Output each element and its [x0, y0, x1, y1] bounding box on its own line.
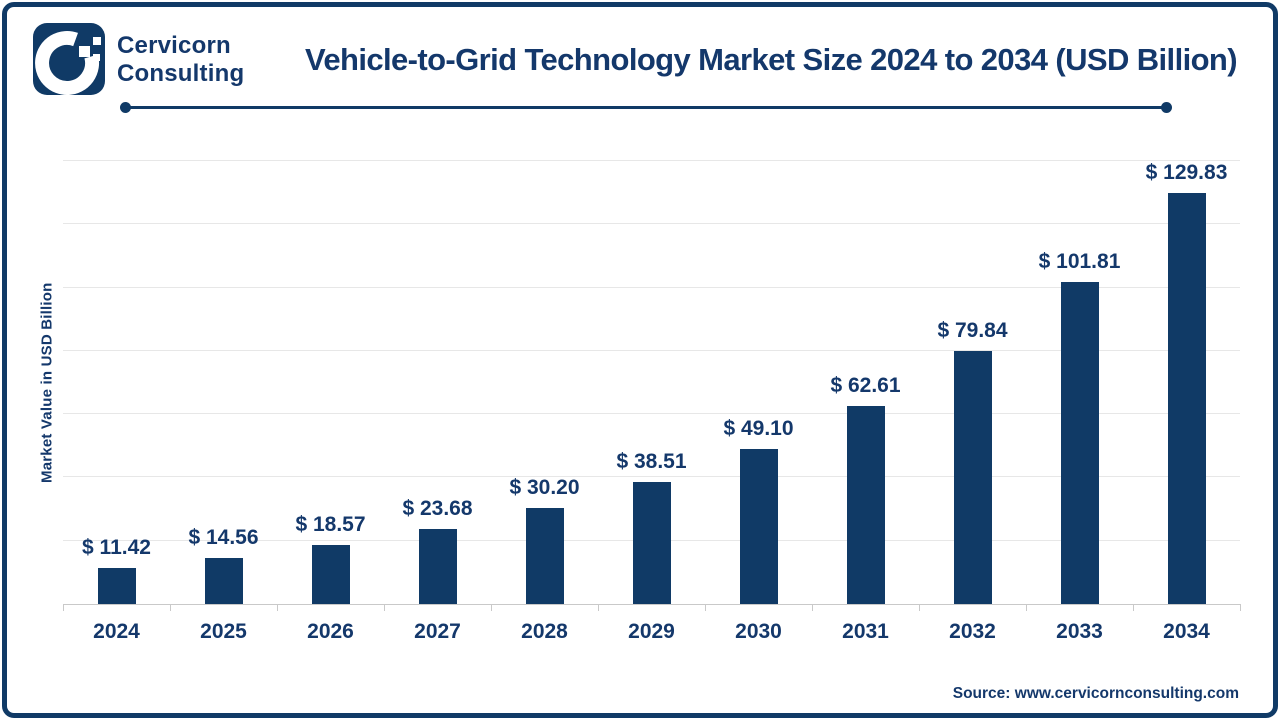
bar-value-2026: $ 18.57: [295, 513, 366, 537]
x-tick-label-2029: 2029: [628, 620, 675, 643]
x-tick-label-2034: 2034: [1163, 620, 1210, 643]
brand-line2: Consulting: [117, 60, 245, 87]
gridline-140: [63, 160, 1240, 161]
x-tick-label-2032: 2032: [949, 620, 996, 643]
bar-value-2030: $ 49.10: [723, 416, 794, 440]
title-underline: [120, 102, 1172, 113]
axis-tick: [1026, 604, 1027, 611]
bar-2029: [632, 482, 671, 604]
axis-tick: [170, 604, 171, 611]
bar-2034: [1167, 193, 1206, 604]
axis-tick: [812, 604, 813, 611]
x-tick-label-2026: 2026: [307, 620, 354, 643]
x-tick-label-2027: 2027: [414, 620, 461, 643]
x-tick-label-2031: 2031: [842, 620, 889, 643]
x-axis-line: [63, 604, 1240, 605]
axis-tick: [384, 604, 385, 611]
rule-dot-right-icon: [1161, 102, 1172, 113]
axis-tick: [1240, 604, 1241, 611]
bar-value-2031: $ 62.61: [830, 373, 901, 397]
bar-value-2034: $ 129.83: [1145, 161, 1228, 185]
x-tick-label-2024: 2024: [93, 620, 140, 643]
bar-value-2028: $ 30.20: [509, 476, 580, 500]
bar-value-2024: $ 11.42: [82, 535, 151, 559]
page-title: Vehicle-to-Grid Technology Market Size 2…: [305, 42, 1238, 77]
axis-tick: [491, 604, 492, 611]
source-text: Source: www.cervicornconsulting.com: [952, 685, 1239, 702]
bar-value-2029: $ 38.51: [616, 450, 687, 474]
bar-2026: [311, 545, 350, 604]
y-axis-title: Market Value in USD Billion: [38, 282, 56, 483]
axis-tick: [63, 604, 64, 611]
x-tick-label-2033: 2033: [1056, 620, 1103, 643]
axis-tick: [919, 604, 920, 611]
bar-value-2027: $ 23.68: [402, 497, 473, 521]
axis-tick: [1133, 604, 1134, 611]
rule-dot-left-icon: [120, 102, 131, 113]
brand-line1: Cervicorn: [117, 32, 231, 59]
x-tick-label-2025: 2025: [200, 620, 247, 643]
gridline-60: [63, 413, 1240, 415]
axis-tick: [277, 604, 278, 611]
plot-area: $ 11.42 2024 $ 14.56 2025 $ 18.57 2026 $ 23.68…: [63, 160, 1241, 643]
x-tick-label-2028: 2028: [521, 620, 568, 643]
bar-2024: [97, 567, 136, 604]
logo-c-glyph: [35, 31, 101, 95]
bar-2027: [418, 529, 457, 604]
gridline-40: [63, 476, 1240, 478]
bar-2025: [204, 557, 243, 604]
bar-2028: [525, 508, 564, 604]
cervicorn-logo-icon: [33, 23, 105, 95]
axis-tick: [705, 604, 706, 611]
bar-value-2025: $ 14.56: [188, 525, 259, 549]
bar-2032: [953, 351, 992, 604]
x-tick-label-2030: 2030: [735, 620, 782, 643]
axis-tick: [598, 604, 599, 611]
bar-2033: [1060, 281, 1099, 604]
brand-name: Cervicorn Consulting: [117, 32, 244, 88]
bar-2031: [846, 405, 885, 604]
gridline-120: [63, 223, 1240, 225]
bar-2030: [739, 448, 778, 604]
gridline-100: [63, 286, 1240, 288]
bar-value-2032: $ 79.84: [937, 319, 1008, 343]
bar-value-2033: $ 101.81: [1038, 249, 1121, 273]
gridline-80: [63, 349, 1240, 351]
